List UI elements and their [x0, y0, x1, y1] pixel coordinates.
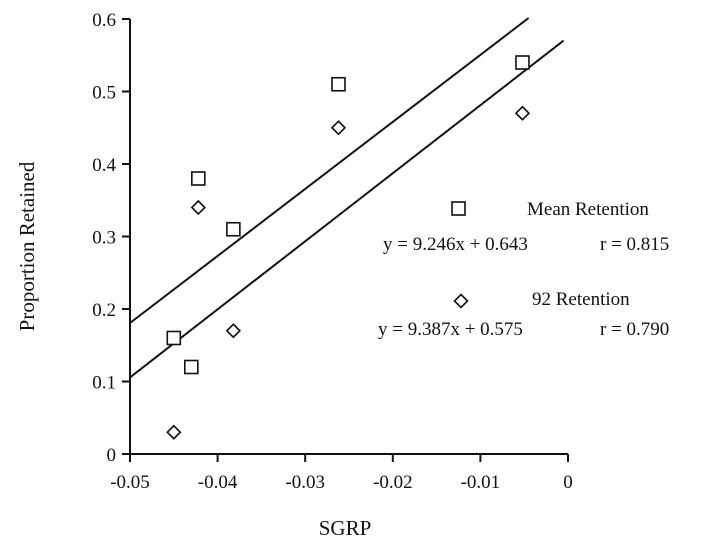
- legend-r-mean-retention: r = 0.815: [600, 234, 669, 255]
- point-mean-retention: [191, 171, 206, 186]
- point-mean-retention: [184, 359, 199, 375]
- x-ticks: -0.05 -0.04 -0.03 -0.02 -0.01 0: [110, 454, 573, 493]
- point-92-retention: [514, 105, 531, 121]
- point-mean-retention: [515, 55, 530, 70]
- x-axis-title: SGRP: [319, 516, 372, 540]
- y-tick-label: 0.4: [92, 155, 116, 176]
- legend-equation-92-retention: y = 9.387x + 0.575: [378, 319, 523, 340]
- fit-line-mean-retention: [129, 17, 530, 324]
- y-tick-label: 0.6: [92, 10, 116, 31]
- point-92-retention: [330, 120, 347, 136]
- data-points: [166, 55, 531, 440]
- x-tick-label: -0.05: [110, 472, 150, 493]
- y-ticks: 0 0.1 0.2 0.3 0.4 0.5 0.6: [92, 10, 130, 466]
- point-mean-retention: [226, 221, 241, 237]
- point-92-retention: [225, 323, 241, 339]
- legend-label-mean-retention: Mean Retention: [527, 199, 649, 220]
- point-mean-retention: [166, 330, 182, 346]
- legend-equation-mean-retention: y = 9.246x + 0.643: [383, 234, 528, 255]
- legend-r-92-retention: r = 0.790: [600, 319, 669, 340]
- y-tick-label: 0.5: [92, 83, 116, 104]
- y-tick-label: 0.3: [92, 228, 116, 249]
- point-92-retention: [166, 424, 182, 440]
- legend-marker-92-retention: [453, 293, 469, 309]
- y-tick-label: 0.2: [92, 300, 116, 321]
- x-tick-label: -0.01: [461, 472, 501, 493]
- x-tick-label: -0.04: [198, 472, 238, 493]
- x-tick-label: -0.02: [373, 472, 413, 493]
- y-tick-label: 0.1: [92, 373, 116, 394]
- x-tick-label: 0: [563, 472, 573, 493]
- point-mean-retention: [331, 76, 346, 92]
- legend-label-92-retention: 92 Retention: [532, 289, 630, 310]
- fit-line-92-retention: [129, 39, 565, 379]
- point-92-retention: [190, 199, 206, 216]
- y-tick-label: 0: [107, 445, 117, 466]
- y-axis-title: Proportion Retained: [15, 161, 39, 331]
- legend: Mean Retention y = 9.246x + 0.643 r = 0.…: [378, 199, 669, 340]
- legend-marker-mean-retention: [451, 201, 466, 216]
- fit-lines: [129, 17, 565, 379]
- x-tick-label: -0.03: [285, 472, 325, 493]
